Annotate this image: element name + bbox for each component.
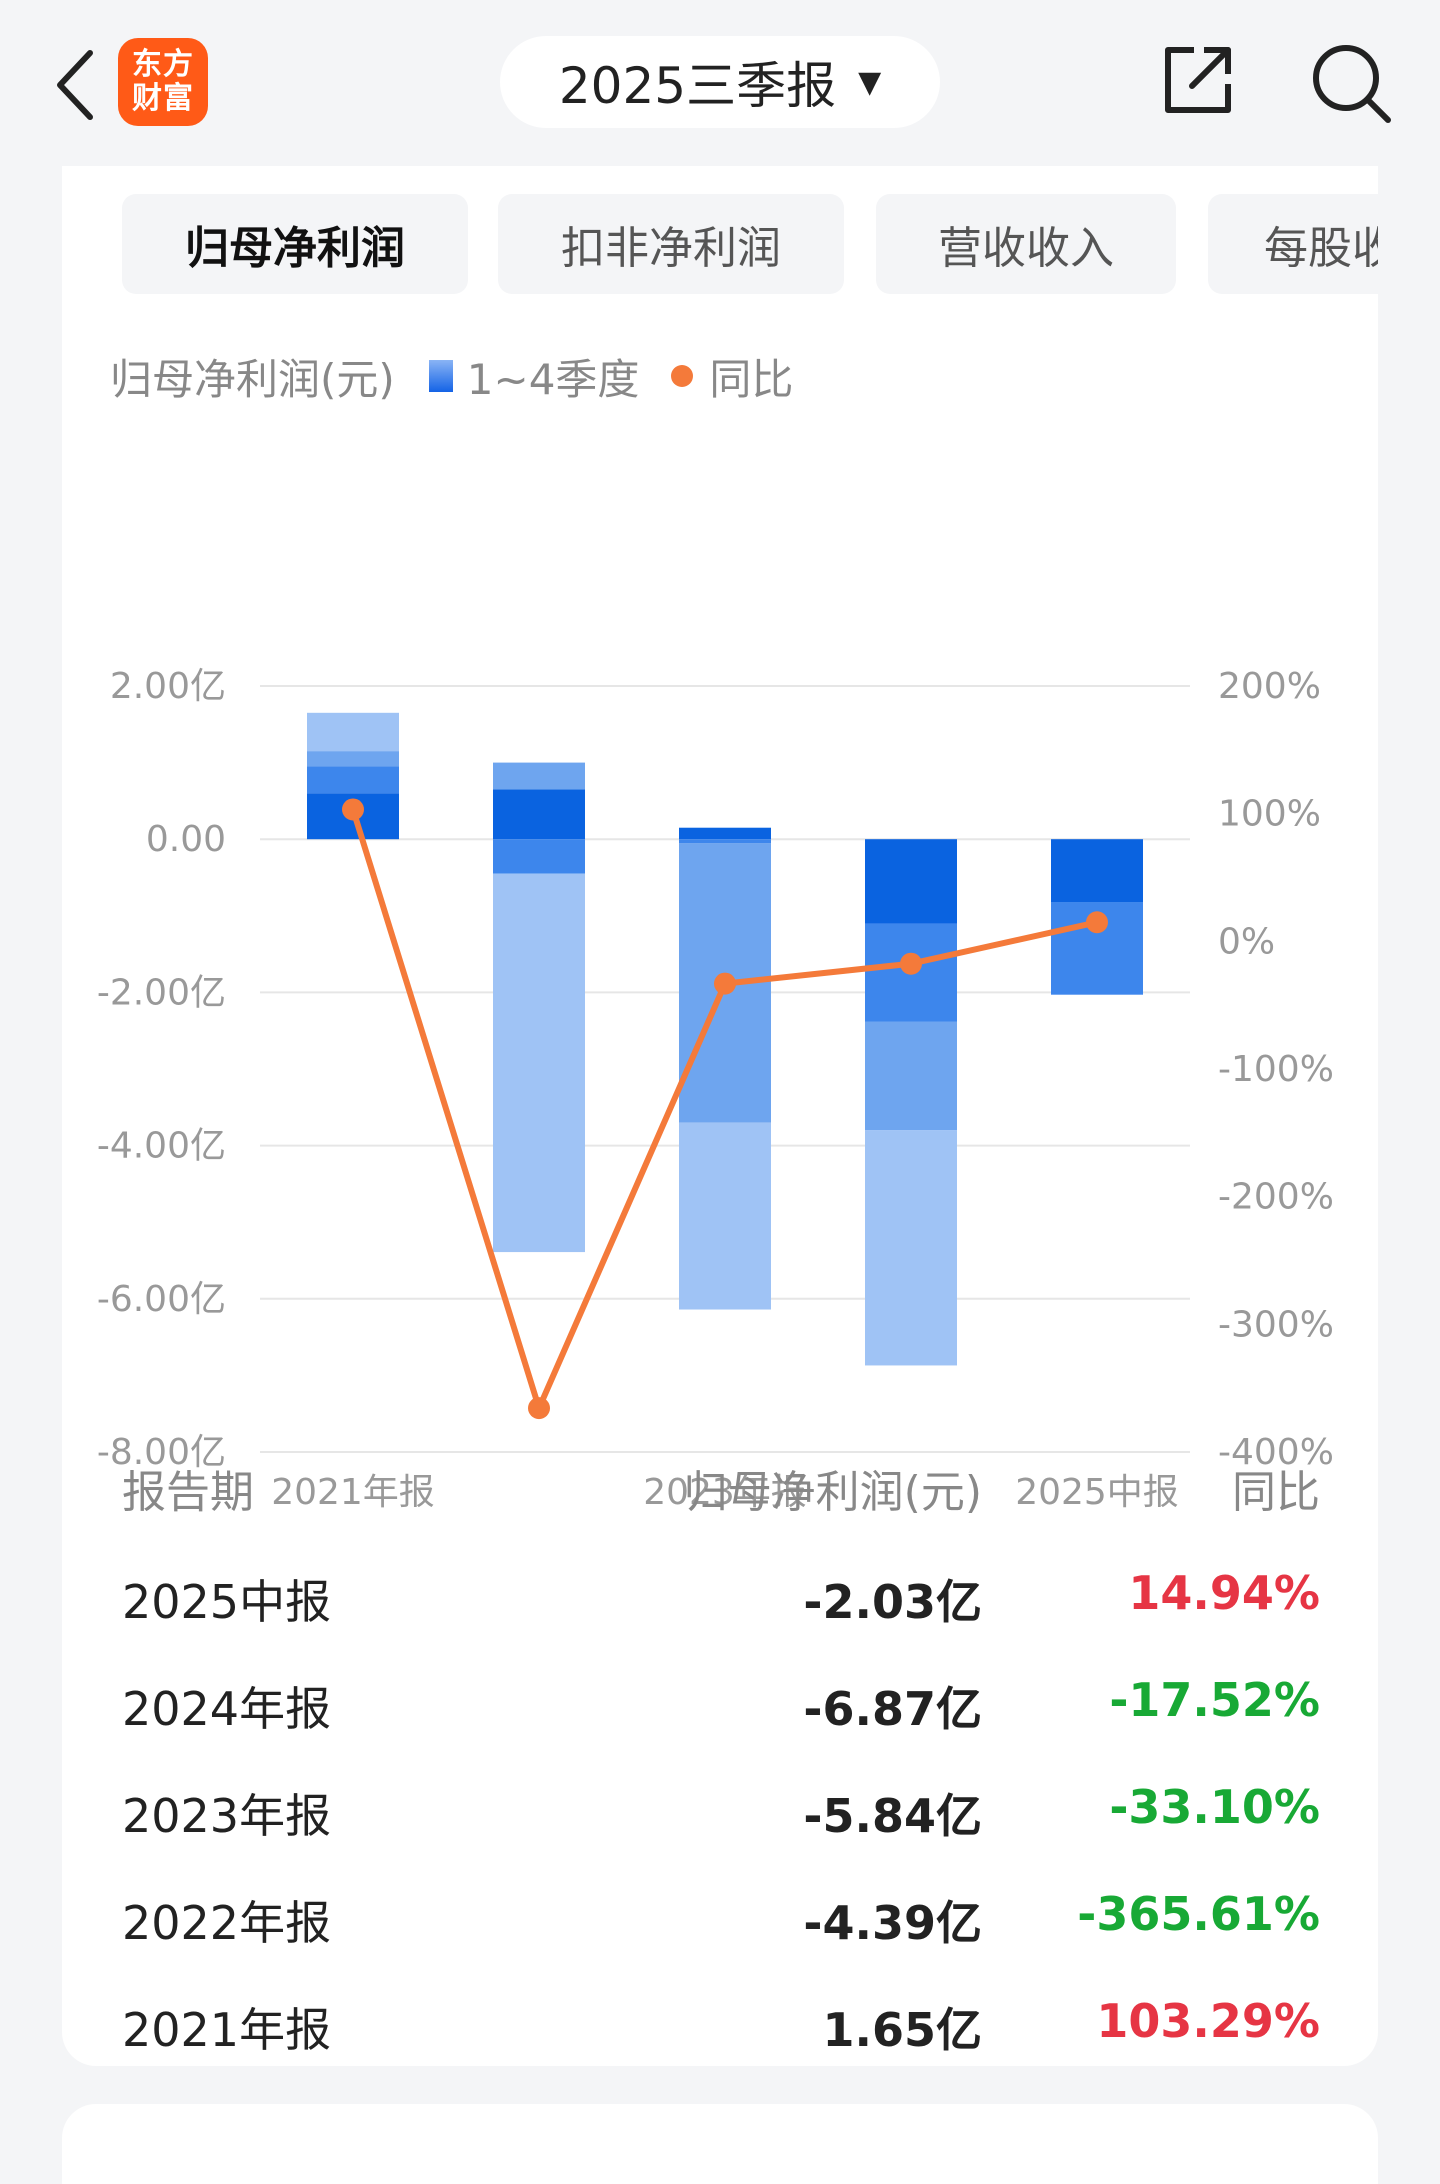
- bar-segment-q1[interactable]: [865, 839, 957, 924]
- table-row: 2023年报 -5.84亿 -33.10%: [122, 1752, 1378, 1859]
- row-yoy: 14.94%: [1128, 1566, 1320, 1620]
- bar-segment-q3[interactable]: [493, 762, 585, 790]
- legend-bar-swatch: [428, 360, 453, 392]
- row-period: 2023年报: [122, 1789, 332, 1843]
- tab-deducted-net-profit[interactable]: 扣非净利润: [498, 194, 844, 294]
- y2-tick-label: 0%: [1218, 921, 1275, 962]
- profit-card: 归母净利润 扣非净利润 营收收入 每股收益 归母净利润(元) 1~4季度 同比 …: [62, 166, 1378, 2066]
- bar-segment-q1[interactable]: [1051, 839, 1143, 903]
- net-profit-chart: 2.00亿 0.00 -2.00亿 -4.00亿 -6.00亿 -8.00亿 200% 100…: [62, 486, 1378, 1536]
- y2-tick-label: 100%: [1218, 794, 1321, 835]
- y2-tick-label: -400%: [1218, 1432, 1334, 1473]
- header-period: 报告期: [122, 1467, 254, 1518]
- profit-table: 报告期 归母净利润(元) 同比 2025中报 -2.03亿 14.94% 202…: [122, 1428, 1378, 2066]
- table-row: 2022年报 -4.39亿 -365.61%: [122, 1859, 1378, 1966]
- app-logo: 东方 财富: [118, 38, 208, 126]
- report-period-label: 2025三季报: [558, 57, 837, 115]
- row-value: 1.65亿: [822, 2003, 983, 2057]
- x-tick-label: 2023年报: [643, 1472, 807, 1513]
- search-icon: [1313, 45, 1391, 123]
- row-value: -6.87亿: [803, 1682, 982, 1736]
- legend-line-swatch: [671, 365, 694, 387]
- y-tick-label: 0.00: [146, 819, 226, 860]
- logo-text-line2: 财富: [132, 81, 194, 116]
- bar-segment-q4[interactable]: [493, 873, 585, 1253]
- legend-line-label: 同比: [709, 354, 794, 404]
- table-header: 报告期 归母净利润(元) 同比: [122, 1428, 1378, 1538]
- logo-text-line1: 东方: [132, 47, 194, 82]
- y-tick-label: -4.00亿: [97, 1126, 226, 1167]
- row-yoy: 103.29%: [1096, 1994, 1320, 2048]
- bar-segment-q1[interactable]: [493, 789, 585, 840]
- y-tick-label: 2.00亿: [110, 666, 226, 707]
- chart-canvas: 2.00亿 0.00 -2.00亿 -4.00亿 -6.00亿 -8.00亿 200% 100…: [97, 666, 1334, 1513]
- y-tick-label: -8.00亿: [97, 1432, 226, 1473]
- tab-label: 扣非净利润: [561, 223, 781, 274]
- y2-tick-label: 200%: [1218, 666, 1321, 707]
- y2-tick-label: -200%: [1218, 1177, 1334, 1218]
- yoy-point[interactable]: [528, 1397, 550, 1420]
- row-value: -4.39亿: [803, 1896, 982, 1950]
- bar-segment-q2[interactable]: [493, 839, 585, 874]
- tab-label: 营收收入: [938, 223, 1114, 274]
- header-value: 归母净利润(元): [683, 1467, 982, 1518]
- tab-revenue[interactable]: 营收收入: [876, 194, 1176, 294]
- legend-title: 归母净利润(元): [110, 354, 395, 404]
- bar-segment-q1[interactable]: [679, 827, 771, 840]
- row-value: -2.03亿: [803, 1575, 982, 1629]
- tab-eps[interactable]: 每股收益: [1208, 194, 1378, 294]
- chevron-left-icon: [57, 50, 93, 120]
- next-card: [62, 2104, 1378, 2184]
- bar-segment-q2[interactable]: [679, 839, 771, 844]
- bar-segment-q4[interactable]: [307, 712, 399, 752]
- tab-net-profit[interactable]: 归母净利润: [122, 194, 468, 294]
- y-tick-label: -6.00亿: [97, 1279, 226, 1320]
- row-yoy: -17.52%: [1109, 1673, 1320, 1727]
- top-bar: 东方 财富 2025三季报 ▼: [0, 0, 1440, 166]
- y-tick-label: -2.00亿: [97, 972, 226, 1013]
- bar-segment-q2[interactable]: [307, 766, 399, 794]
- row-yoy: -33.10%: [1109, 1780, 1320, 1834]
- caret-down-icon: ▼: [858, 64, 882, 100]
- yoy-point[interactable]: [714, 972, 736, 995]
- search-button[interactable]: [1308, 40, 1394, 126]
- yoy-point[interactable]: [342, 798, 364, 821]
- tab-label: 每股收益: [1264, 223, 1378, 274]
- row-yoy: -365.61%: [1077, 1887, 1320, 1941]
- yoy-point[interactable]: [1086, 911, 1108, 934]
- share-icon: [1165, 47, 1231, 113]
- x-tick-label: 2025中报: [1015, 1472, 1179, 1513]
- report-period-dropdown[interactable]: 2025三季报 ▼: [500, 36, 940, 128]
- tab-label: 归母净利润: [185, 223, 405, 274]
- row-value: -5.84亿: [803, 1789, 982, 1843]
- table-row: 2021年报 1.65亿 103.29%: [122, 1966, 1378, 2066]
- y2-tick-label: -300%: [1218, 1304, 1334, 1345]
- row-period: 2021年报: [122, 2003, 332, 2057]
- bar-segment-q3[interactable]: [865, 1021, 957, 1131]
- header-yoy: 同比: [1232, 1467, 1320, 1518]
- back-button[interactable]: [40, 40, 110, 130]
- bar-segment-q4[interactable]: [679, 1122, 771, 1310]
- table-row: 2025中报 -2.03亿 14.94%: [122, 1538, 1378, 1645]
- bar-segment-q4[interactable]: [865, 1130, 957, 1366]
- share-button[interactable]: [1158, 40, 1238, 120]
- row-period: 2022年报: [122, 1896, 332, 1950]
- x-tick-label: 2021年报: [271, 1472, 435, 1513]
- table-row: 2024年报 -6.87亿 -17.52%: [122, 1645, 1378, 1752]
- row-period: 2024年报: [122, 1682, 332, 1736]
- metric-tabs: 归母净利润 扣非净利润 营收收入 每股收益: [122, 194, 1378, 294]
- row-period: 2025中报: [122, 1575, 332, 1629]
- bar-segment-q3[interactable]: [307, 751, 399, 767]
- legend-bar-label: 1~4季度: [466, 354, 640, 404]
- chart-legend: 归母净利润(元) 1~4季度 同比: [110, 346, 793, 406]
- yoy-point[interactable]: [900, 952, 922, 975]
- y2-tick-label: -100%: [1218, 1049, 1334, 1090]
